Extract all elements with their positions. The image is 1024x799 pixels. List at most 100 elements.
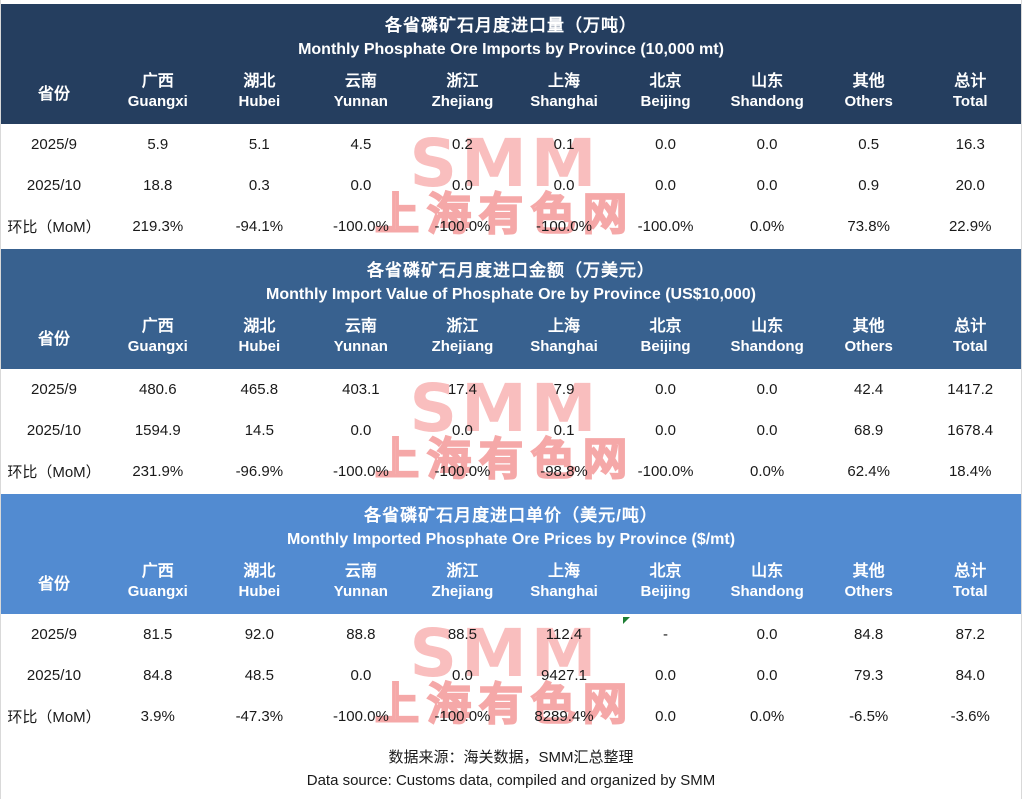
- column-header-en: Others: [844, 583, 893, 600]
- data-cell: 22.9%: [948, 218, 992, 235]
- column-header-en: Shandong: [730, 338, 804, 355]
- column-header-cn: 广西: [141, 73, 174, 90]
- column-header-total: 总计 Total: [919, 317, 1021, 357]
- column-header-en: Guangxi: [127, 93, 188, 110]
- table-title-en: Monthly Phosphate Ore Imports by Provinc…: [298, 41, 724, 58]
- table-row: 环比（MoM） 231.9% -96.9% -100.0% -100.0% -98.8% -…: [1, 451, 1021, 492]
- data-cell: 8289.4%: [534, 708, 594, 725]
- data-cell: 3.9%: [140, 708, 175, 725]
- data-cell: 0.9: [858, 177, 880, 194]
- column-header-cn: 北京: [649, 563, 682, 580]
- data-cell: 84.8: [143, 667, 173, 684]
- data-cell: 7.9: [553, 381, 575, 398]
- data-cell: 79.3: [854, 667, 884, 684]
- column-header-shanghai: 上海 Shanghai: [513, 562, 615, 602]
- table-title-en: Monthly Imported Phosphate Ore Prices by…: [286, 531, 736, 548]
- data-cell: 403.1: [342, 381, 380, 398]
- table-row: 2025/10 84.8 48.5 0.0 0.0 9427.1 0.0 0.0 79.3 84.…: [1, 655, 1021, 696]
- column-header-others: 其他 Others: [818, 562, 920, 602]
- table-row: 2025/10 18.8 0.3 0.0 0.0 0.0 0.0 0.0 0.9 20.0: [1, 165, 1021, 206]
- column-header-cn: 上海: [547, 73, 580, 90]
- data-cell: 231.9%: [132, 463, 184, 480]
- data-cell: 0.0: [655, 381, 676, 398]
- data-cell: 480.6: [139, 381, 177, 398]
- table-import-value: 各省磷矿石月度进口金额（万美元） Monthly Import Value of…: [1, 249, 1021, 492]
- data-cell: 0.0: [350, 177, 372, 194]
- row-label: 环比（MoM）: [7, 709, 101, 726]
- table-body: SMM 上海有色网 2025/9 5.9 5.1 4.5 0.2 0.1 0.0 0.0 0.5…: [1, 124, 1021, 247]
- data-cell: 84.8: [854, 626, 884, 643]
- column-header-en: Yunnan: [333, 583, 388, 600]
- data-cell: -100.0%: [637, 463, 694, 480]
- column-header-cn: 浙江: [446, 563, 479, 580]
- province-column-header: 省份: [37, 86, 70, 103]
- table-row: 2025/9 5.9 5.1 4.5 0.2 0.1 0.0 0.0 0.5 16.3: [1, 124, 1021, 165]
- row-label: 环比（MoM）: [7, 464, 101, 481]
- data-cell: -100.0%: [637, 218, 694, 235]
- column-header-en: Shanghai: [530, 583, 598, 600]
- column-header-guangxi: 广西 Guangxi: [107, 562, 209, 602]
- data-cell: 68.9: [854, 422, 884, 439]
- data-cell: 0.0: [756, 667, 778, 684]
- data-cell: 0.0: [350, 667, 372, 684]
- column-header-cn: 北京: [649, 318, 682, 335]
- column-header-beijing: 北京 Beijing: [615, 562, 717, 602]
- data-cell: 18.4%: [948, 463, 992, 480]
- data-cell: 0.0: [756, 177, 778, 194]
- column-header-cn: 总计: [954, 318, 987, 335]
- column-header-en: Zhejiang: [431, 93, 494, 110]
- column-header-en: Hubei: [238, 338, 281, 355]
- data-cell: 4.5: [350, 136, 372, 153]
- column-header-cn: 上海: [547, 563, 580, 580]
- data-cell: 0.0: [452, 422, 473, 439]
- column-header-en: Hubei: [238, 583, 281, 600]
- data-cell: 14.5: [244, 422, 274, 439]
- province-column-header: 省份: [37, 331, 70, 348]
- table-title-cn: 各省磷矿石月度进口金额（万美元）: [367, 261, 655, 280]
- table-header-band: 各省磷矿石月度进口单价（美元/吨） Monthly Imported Phosp…: [1, 494, 1021, 614]
- data-cell: 0.0%: [750, 463, 785, 480]
- column-header-cn: 湖北: [243, 563, 276, 580]
- table-body: SMM 上海有色网 2025/9 480.6 465.8 403.1 17.4 7.9 0.…: [1, 369, 1021, 492]
- data-cell: 0.0%: [750, 218, 785, 235]
- column-header-hubei: 湖北 Hubei: [209, 317, 311, 357]
- table-import-volume: 各省磷矿石月度进口量（万吨） Monthly Phosphate Ore Imp…: [1, 4, 1021, 247]
- data-cell: 5.9: [147, 136, 169, 153]
- data-cell: 0.0: [655, 136, 676, 153]
- column-header-en: Yunnan: [333, 93, 388, 110]
- column-header-en: Hubei: [238, 93, 281, 110]
- column-header-en: Guangxi: [127, 583, 188, 600]
- column-header-en: Shandong: [730, 93, 804, 110]
- row-label: 2025/10: [26, 667, 82, 684]
- column-header-cn: 云南: [344, 318, 377, 335]
- data-cell: 73.8%: [847, 218, 890, 235]
- column-header-shandong: 山东 Shandong: [716, 317, 818, 357]
- column-header-yunnan: 云南 Yunnan: [310, 317, 412, 357]
- column-header-shanghai: 上海 Shanghai: [513, 72, 615, 112]
- column-header-yunnan: 云南 Yunnan: [310, 562, 412, 602]
- column-header-en: Zhejiang: [431, 583, 494, 600]
- data-cell: 0.0: [655, 422, 676, 439]
- data-cell: 88.5: [447, 626, 478, 643]
- row-label: 2025/10: [26, 177, 82, 194]
- data-cell: -100.0%: [332, 463, 389, 480]
- data-cell: 1594.9: [134, 422, 181, 439]
- data-cell: 0.0: [655, 177, 676, 194]
- column-header-cn: 北京: [649, 73, 682, 90]
- column-header-zhejiang: 浙江 Zhejiang: [412, 562, 514, 602]
- table-row: 环比（MoM） 219.3% -94.1% -100.0% -100.0% -100.0%…: [1, 206, 1021, 247]
- table-row: 环比（MoM） 3.9% -47.3% -100.0% -100.0% 8289.4% 0.…: [1, 696, 1021, 737]
- data-cell: 465.8: [240, 381, 279, 398]
- column-header-en: Total: [952, 93, 988, 110]
- column-header-en: Others: [844, 338, 893, 355]
- column-header-zhejiang: 浙江 Zhejiang: [412, 317, 514, 357]
- data-cell: 9427.1: [541, 667, 587, 684]
- data-cell: 0.0%: [750, 708, 785, 725]
- data-cell: 16.3: [955, 136, 985, 153]
- table-body: SMM 上海有色网 2025/9 81.5 92.0 88.8 88.5 112.4-0.…: [1, 614, 1021, 737]
- column-header-zhejiang: 浙江 Zhejiang: [412, 72, 514, 112]
- column-header-cn: 湖北: [243, 318, 276, 335]
- table-import-price: 各省磷矿石月度进口单价（美元/吨） Monthly Imported Phosp…: [1, 494, 1021, 737]
- data-source-en: Data source: Customs data, compiled and …: [306, 772, 716, 789]
